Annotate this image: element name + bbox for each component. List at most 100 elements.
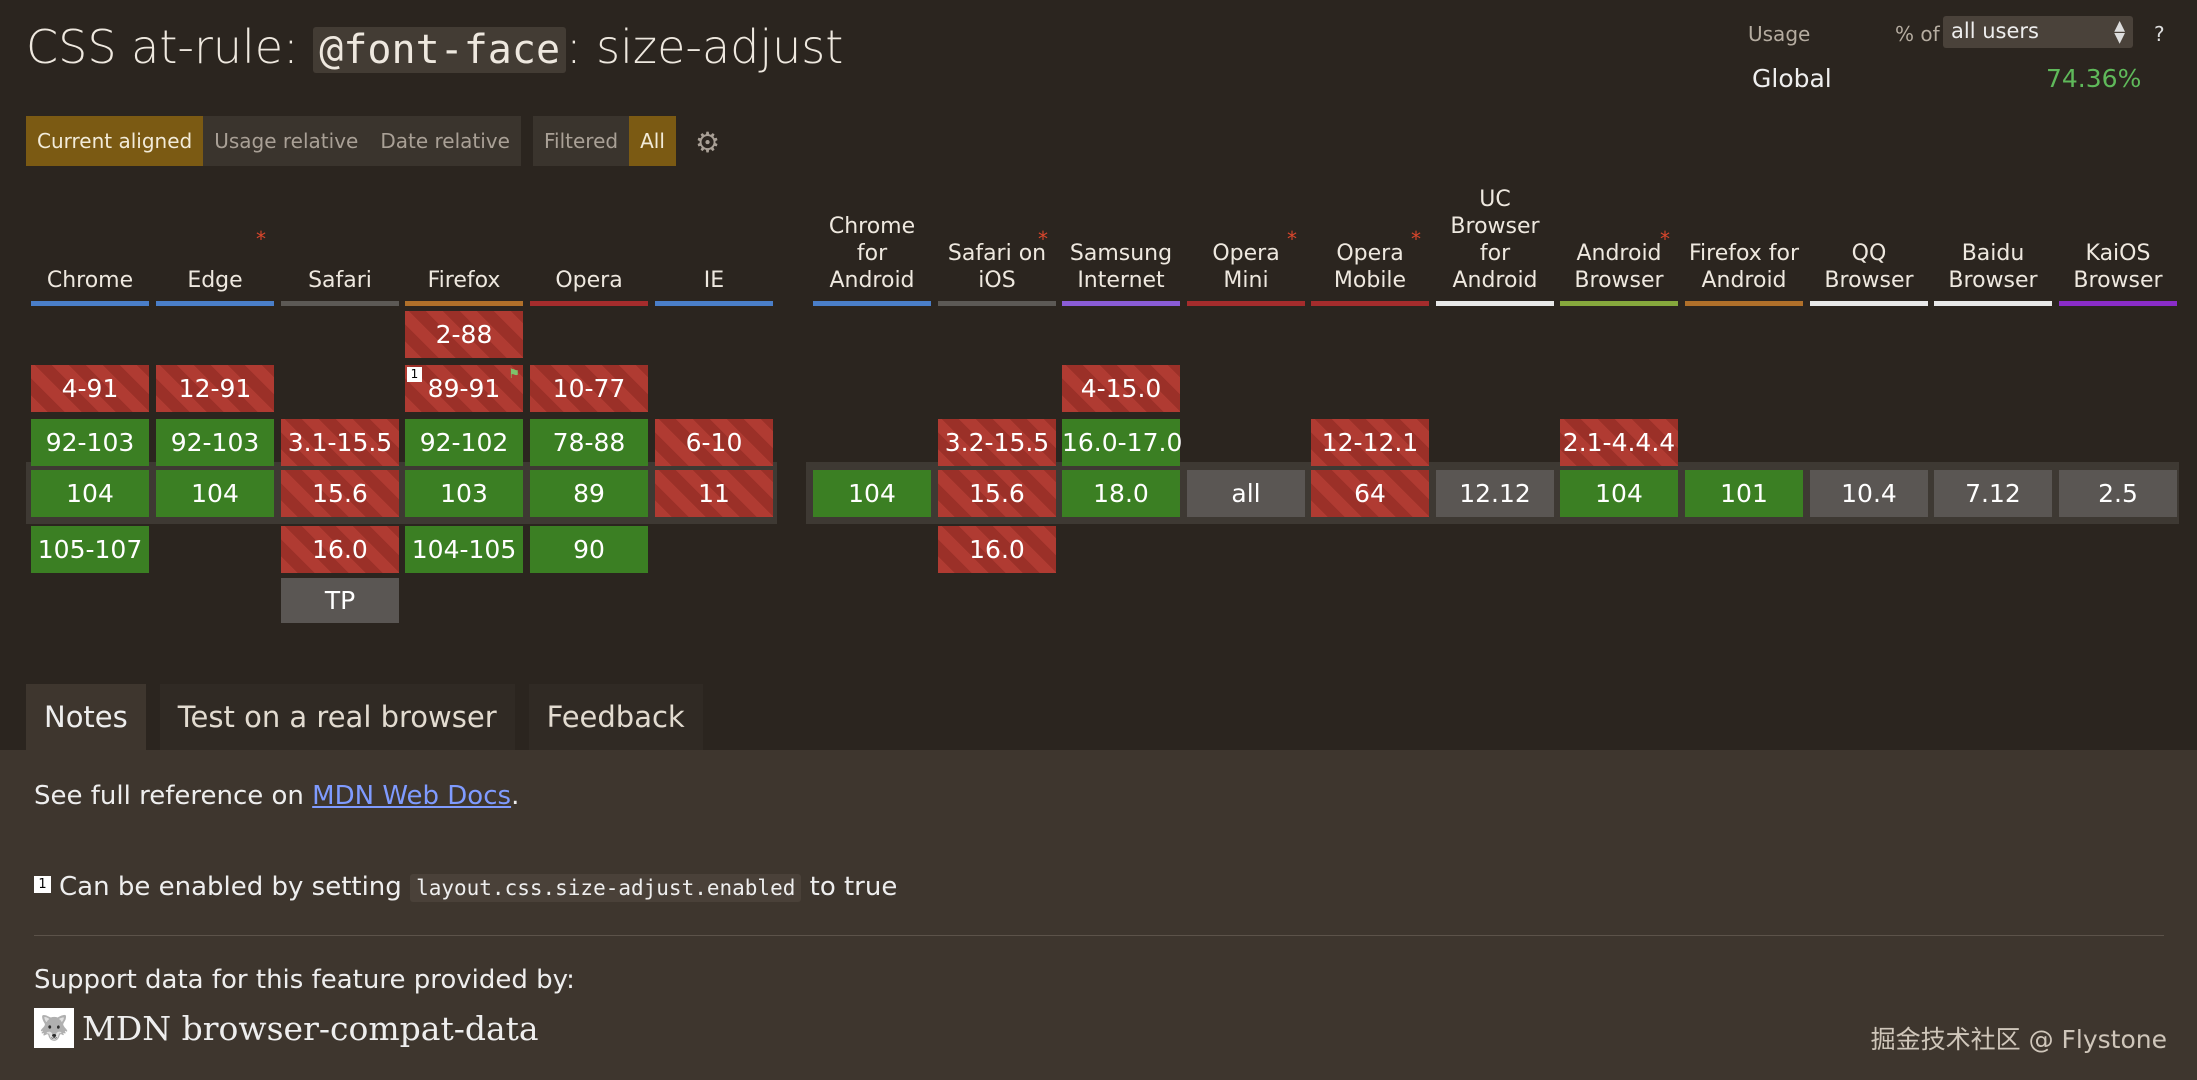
version-label: 18.0 [1093,479,1149,508]
watermark: 掘金技术社区 @ Flystone [1870,1025,2167,1054]
bcd-link[interactable]: 🐺 MDN browser-compat-data [34,1006,539,1050]
version-cell[interactable]: 6-10 [655,419,773,466]
browser-name: Chrome for Android [828,214,916,293]
version-cell[interactable]: 101 [1685,470,1803,517]
version-label: 64 [1354,479,1386,508]
version-cell[interactable]: 11 [655,470,773,517]
browser-header: KaiOS Browser [2059,120,2177,306]
version-cell[interactable]: 10-77 [530,365,648,412]
version-cell[interactable]: 4-91 [31,365,149,412]
tab-current-aligned[interactable]: Current aligned [26,116,204,166]
note-1: 1 Can be enabled by setting layout.css.si… [34,872,897,902]
version-cell[interactable]: 15.6 [938,470,1056,517]
tab-notes[interactable]: Notes [26,684,146,750]
version-label: 12-91 [178,374,252,403]
version-cell[interactable]: 3.2-15.5 [938,419,1056,466]
browser-name: Chrome [46,268,134,293]
version-cell[interactable]: 12-91 [156,365,274,412]
tab-feedback[interactable]: Feedback [528,684,703,750]
browser-name: Safari [308,268,372,293]
tab-test-real-browser[interactable]: Test on a real browser [159,684,515,750]
flag-icon: ⚑ [508,367,520,382]
version-cell[interactable]: 105-107 [31,526,149,573]
browser-name: QQ Browser [1824,241,1914,293]
browser-name: Baidu Browser [1948,241,2038,293]
version-cell[interactable]: 92-103 [31,419,149,466]
version-cell[interactable]: 103 [405,470,523,517]
version-cell[interactable]: 104 [1560,470,1678,517]
browser-name: Samsung Internet [1069,241,1173,293]
browser-color-bar [938,301,1056,306]
version-cell[interactable]: 64 [1311,470,1429,517]
version-cell[interactable]: 2.5 [2059,470,2177,517]
version-label: 6-10 [685,428,743,457]
tab-filtered[interactable]: Filtered [533,116,630,166]
tab-usage-relative[interactable]: Usage relative [203,116,370,166]
users-select[interactable]: all users ▲ ▼ [1943,16,2133,48]
version-cell[interactable]: 89-91 1 ⚑ [405,365,523,412]
version-label: 16.0 [312,535,368,564]
version-label: 11 [698,479,730,508]
notes-tabs: Notes Test on a real browser Feedback [26,684,717,750]
version-cell[interactable]: 4-15.0 [1062,365,1180,412]
version-cell[interactable]: 92-103 [156,419,274,466]
browser-header: Chrome [31,120,149,306]
tab-all[interactable]: All [629,116,676,166]
note-marker: 1 [407,367,422,382]
version-cell[interactable]: 104 [156,470,274,517]
browser-header: QQ Browser [1810,120,1928,306]
version-cell[interactable]: 16.0-17.0 [1062,419,1183,466]
version-cell[interactable]: all [1187,470,1305,517]
version-label: 104 [1595,479,1643,508]
version-label: 2.1-4.4.4 [1562,428,1676,457]
version-cell[interactable]: 18.0 [1062,470,1180,517]
version-cell[interactable]: 12.12 [1436,470,1554,517]
version-label: TP [324,586,356,615]
browser-name: Opera [555,268,623,293]
version-cell[interactable]: 15.6 [281,470,399,517]
browser-color-bar [156,301,274,306]
browser-header: Android Browser * [1560,120,1678,306]
version-cell[interactable]: 3.1-15.5 [281,419,399,466]
browser-color-bar [655,301,773,306]
version-cell[interactable]: 104 [31,470,149,517]
global-percent: 74.36% [2046,64,2142,93]
version-cell[interactable]: 104-105 [405,526,523,573]
version-label: 10.4 [1841,479,1897,508]
note-number: 1 [34,876,51,893]
version-cell[interactable]: 90 [530,526,648,573]
version-cell[interactable]: 2-88 [405,311,523,358]
version-cell[interactable]: 2.1-4.4.4 [1560,419,1678,466]
mdn-prefix: See full reference on [34,781,313,811]
note-star-icon: * [1411,227,1421,251]
version-label: 103 [440,479,488,508]
version-label: 105-107 [37,535,143,564]
version-label: 89-91 [427,374,501,403]
version-label: 92-103 [170,428,260,457]
version-cell[interactable]: 16.0 [938,526,1056,573]
note-star-icon: * [256,227,266,251]
version-cell[interactable]: 104 [813,470,931,517]
browser-name: UC Browser for Android [1450,187,1540,293]
version-cell[interactable]: 78-88 [530,419,648,466]
version-cell[interactable]: 89 [530,470,648,517]
current-version-row-desktop [26,462,777,524]
tab-date-relative[interactable]: Date relative [369,116,521,166]
version-cell[interactable]: 12-12.1 [1311,419,1429,466]
version-label: 16.0-17.0 [1062,428,1183,457]
version-cell[interactable]: 10.4 [1810,470,1928,517]
version-cell[interactable]: 7.12 [1934,470,2052,517]
version-cell[interactable]: 92-102 [405,419,523,466]
version-cell[interactable]: 16.0 [281,526,399,573]
mdn-web-docs-link[interactable]: MDN Web Docs [312,781,512,811]
select-arrows-icon: ▲ ▼ [2114,18,2125,46]
version-label: all [1231,479,1261,508]
browser-color-bar [1187,301,1305,306]
browser-name: Safari on iOS [947,241,1047,293]
gear-icon[interactable]: ⚙ [695,126,721,159]
users-select-value: all users [1951,19,2039,43]
notes-panel: See full reference on MDN Web Docs. 1 Can… [0,750,2197,1080]
help-link[interactable]: ? [2154,22,2165,46]
browser-name: Android Browser [1574,241,1664,293]
version-cell[interactable]: TP [281,578,399,623]
